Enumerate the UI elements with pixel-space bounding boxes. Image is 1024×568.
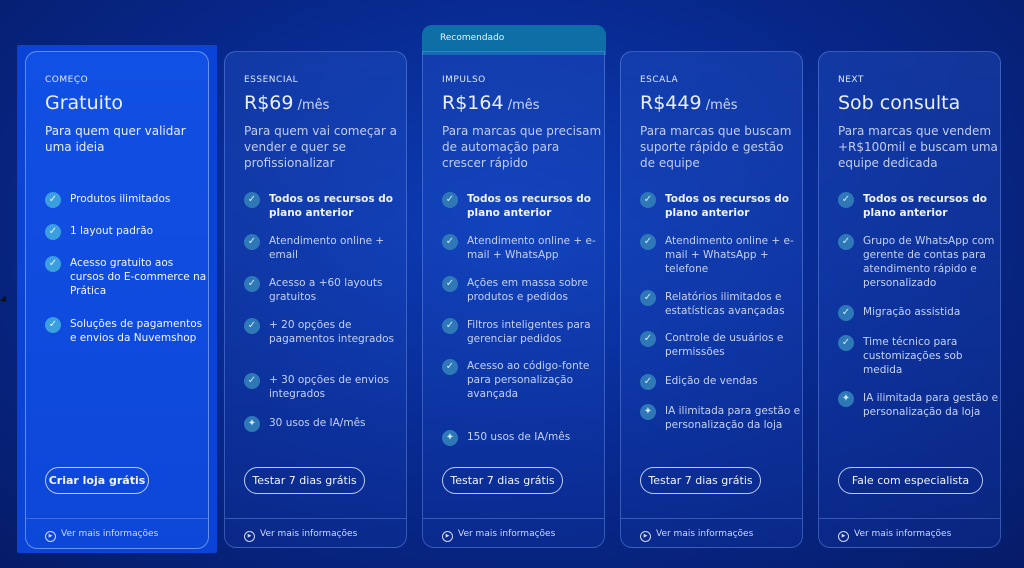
divider: [423, 518, 604, 519]
sparkle-icon: ✦: [640, 404, 656, 420]
more-info-link[interactable]: ▶ Ver mais informações: [442, 529, 555, 542]
plan-tier: NEXT: [838, 75, 864, 85]
check-icon: ✓: [640, 192, 656, 208]
check-icon: ✓: [45, 317, 61, 333]
trial-button[interactable]: Testar 7 dias grátis: [640, 467, 761, 494]
plan-description: Para quem vai começar a vender e quer se…: [244, 124, 397, 170]
check-icon: ✓: [838, 335, 854, 351]
plan-card-comeco: COMEÇO Gratuito Para quem quer validar u…: [17, 45, 217, 553]
play-icon: ▶: [640, 531, 651, 542]
divider: [26, 518, 208, 519]
plan-card-escala: ESCALA R$449 /mês Para marcas que buscam…: [620, 51, 803, 548]
check-icon: ✓: [244, 192, 260, 208]
plan-tier: ESCALA: [640, 75, 679, 85]
check-icon: ✓: [838, 234, 854, 250]
plan-price: R$69 /mês: [244, 92, 330, 114]
more-info-link[interactable]: ▶ Ver mais informações: [640, 529, 753, 542]
check-icon: ✓: [640, 290, 656, 306]
plan-card-next: NEXT Sob consulta Para marcas que vendem…: [818, 51, 1001, 548]
more-info-link[interactable]: ▶ Ver mais informações: [838, 529, 951, 542]
plan-price: Sob consulta: [838, 92, 961, 114]
plan-price: R$449 /mês: [640, 92, 738, 114]
check-icon: ✓: [45, 224, 61, 240]
sparkle-icon: ✦: [244, 416, 260, 432]
plan-card-inner: COMEÇO Gratuito Para quem quer validar u…: [25, 51, 209, 549]
create-store-button[interactable]: Criar loja grátis: [45, 467, 149, 494]
more-info-link[interactable]: ▶ Ver mais informações: [244, 529, 357, 542]
plan-card-essencial: ESSENCIAL R$69 /mês Para quem vai começa…: [224, 51, 407, 548]
check-icon: ✓: [244, 234, 260, 250]
check-icon: ✓: [45, 192, 61, 208]
sparkle-icon: ✦: [442, 430, 458, 446]
mouse-cursor-icon: [0, 295, 10, 305]
trial-button[interactable]: Testar 7 dias grátis: [244, 467, 365, 494]
sparkle-icon: ✦: [838, 391, 854, 407]
plan-price: Gratuito: [45, 92, 124, 114]
check-icon: ✓: [640, 331, 656, 347]
play-icon: ▶: [45, 531, 56, 542]
plan-tier: IMPULSO: [442, 75, 486, 85]
check-icon: ✓: [442, 276, 458, 292]
check-icon: ✓: [838, 192, 854, 208]
check-icon: ✓: [640, 374, 656, 390]
check-icon: ✓: [442, 318, 458, 334]
plan-description: Para marcas que buscam suporte rápido e …: [640, 124, 792, 170]
check-icon: ✓: [244, 373, 260, 389]
trial-button[interactable]: Testar 7 dias grátis: [442, 467, 563, 494]
play-icon: ▶: [442, 531, 453, 542]
divider: [621, 518, 802, 519]
play-icon: ▶: [244, 531, 255, 542]
more-info-link[interactable]: ▶ Ver mais informações: [45, 529, 158, 542]
contact-specialist-button[interactable]: Fale com especialista: [838, 467, 983, 494]
check-icon: ✓: [640, 234, 656, 250]
play-icon: ▶: [838, 531, 849, 542]
plan-tier: ESSENCIAL: [244, 75, 299, 85]
recommended-badge: Recomendado: [422, 25, 606, 55]
check-icon: ✓: [838, 305, 854, 321]
check-icon: ✓: [442, 192, 458, 208]
plan-description: Para marcas que precisam de automação pa…: [442, 124, 602, 170]
check-icon: ✓: [45, 256, 61, 272]
plan-description: Para quem quer validar uma ideia: [45, 124, 186, 154]
check-icon: ✓: [244, 276, 260, 292]
divider: [819, 518, 1000, 519]
plan-description: Para marcas que vendem +R$100mil e busca…: [838, 124, 998, 170]
plan-price: R$164 /mês: [442, 92, 540, 114]
plan-card-impulso: IMPULSO R$164 /mês Para marcas que preci…: [422, 51, 605, 548]
check-icon: ✓: [442, 234, 458, 250]
plan-tier: COMEÇO: [45, 75, 89, 85]
check-icon: ✓: [442, 359, 458, 375]
divider: [225, 518, 406, 519]
check-icon: ✓: [244, 318, 260, 334]
